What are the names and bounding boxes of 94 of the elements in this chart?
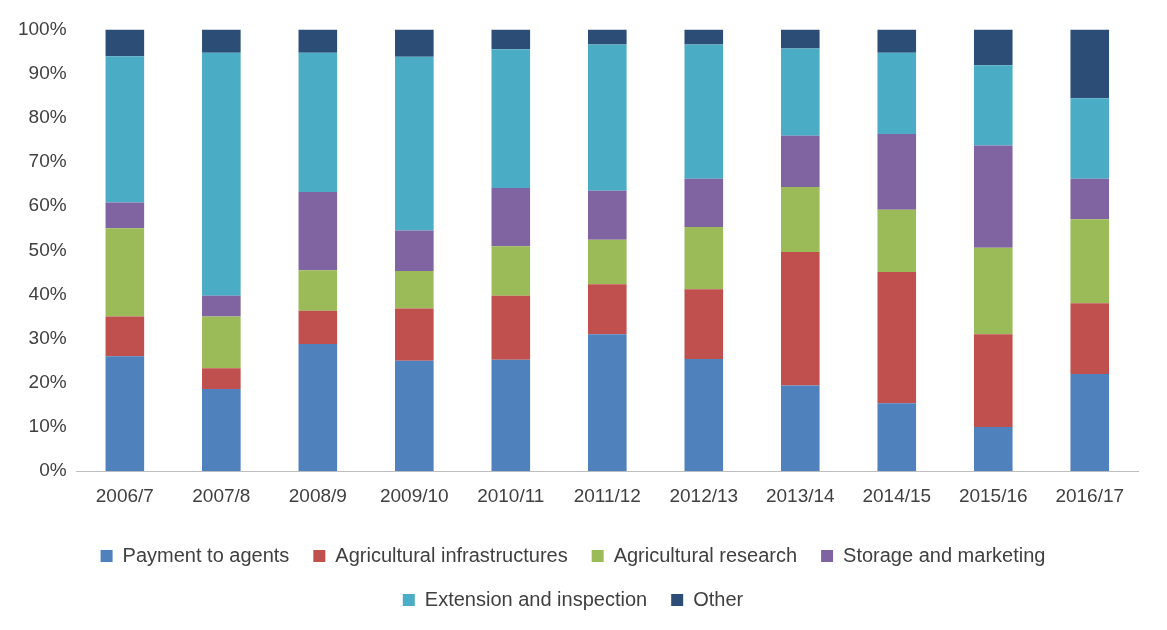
x-tick-label: 2014/15 xyxy=(862,484,932,506)
bar xyxy=(298,191,338,271)
bar xyxy=(298,29,338,53)
bar xyxy=(298,52,338,192)
bar xyxy=(202,389,241,472)
bar xyxy=(105,356,145,472)
bar xyxy=(973,29,1013,66)
x-tick-label: 2015/16 xyxy=(958,484,1028,506)
bar xyxy=(684,178,724,227)
bar xyxy=(973,334,1013,428)
x-tick-label: 2007/8 xyxy=(192,484,251,506)
bar xyxy=(780,252,820,386)
bar xyxy=(298,310,338,344)
bar xyxy=(588,190,627,240)
bar xyxy=(105,228,145,317)
y-tick-label: 70% xyxy=(28,150,67,172)
bar xyxy=(105,316,145,357)
bar xyxy=(877,52,917,135)
legend-label: Payment to agents xyxy=(122,543,290,566)
bar xyxy=(973,247,1013,335)
legend-label: Agricultural infrastructures xyxy=(335,543,568,566)
y-tick-label: 30% xyxy=(28,326,67,348)
bar xyxy=(684,358,724,472)
bar xyxy=(780,135,820,188)
y-tick-label: 0% xyxy=(39,459,67,481)
bar xyxy=(588,29,627,45)
bar xyxy=(973,65,1013,146)
bar xyxy=(1070,374,1110,472)
bar xyxy=(202,316,241,369)
bar xyxy=(491,188,531,247)
x-tick-label: 2008/9 xyxy=(288,484,347,506)
bar xyxy=(395,56,434,231)
bar xyxy=(1070,303,1110,374)
bar xyxy=(1070,178,1110,220)
bar xyxy=(684,44,724,179)
bar xyxy=(877,403,917,472)
bar xyxy=(395,360,434,472)
bar xyxy=(105,29,145,57)
legend-label: Other xyxy=(693,587,744,610)
y-tick-label: 10% xyxy=(28,415,67,437)
bar xyxy=(202,52,241,296)
bar xyxy=(202,295,241,317)
legend-label: Extension and inspection xyxy=(424,587,648,610)
y-tick-label: 40% xyxy=(28,282,67,304)
bar xyxy=(588,284,627,335)
x-tick-label: 2011/12 xyxy=(573,484,641,506)
bar xyxy=(588,334,627,472)
y-tick-label: 60% xyxy=(28,194,67,216)
bar xyxy=(491,29,531,50)
y-tick-label: 90% xyxy=(28,61,67,83)
bar xyxy=(298,343,338,472)
legend-label: Storage and marketing xyxy=(843,543,1046,566)
bar xyxy=(973,145,1013,248)
bar xyxy=(684,226,724,290)
bar xyxy=(877,209,917,272)
bar xyxy=(780,48,820,136)
bar xyxy=(395,29,434,57)
bar xyxy=(684,29,724,45)
bar xyxy=(877,29,917,53)
x-tick-label: 2006/7 xyxy=(95,484,154,506)
bar xyxy=(1070,98,1110,179)
bar xyxy=(588,44,627,191)
bar xyxy=(491,246,531,296)
bar xyxy=(973,427,1013,472)
bar xyxy=(202,29,241,53)
x-tick-label: 2009/10 xyxy=(379,484,449,506)
bar xyxy=(491,359,531,472)
x-tick-label: 2010/11 xyxy=(477,484,545,506)
bar xyxy=(780,385,820,472)
bar xyxy=(491,49,531,189)
y-tick-label: 80% xyxy=(28,105,67,127)
bar xyxy=(877,271,917,404)
bar xyxy=(298,270,338,311)
y-tick-label: 100% xyxy=(17,17,67,39)
y-tick-label: 20% xyxy=(28,371,67,393)
legend-label: Agricultural research xyxy=(613,543,798,566)
bar xyxy=(395,271,434,309)
bar xyxy=(780,187,820,253)
bar xyxy=(684,289,724,359)
bar xyxy=(491,295,531,360)
bar xyxy=(395,230,434,272)
bar xyxy=(202,368,241,390)
x-tick-label: 2013/14 xyxy=(765,484,836,506)
bar xyxy=(780,29,820,49)
bar xyxy=(588,239,627,285)
bar xyxy=(1070,219,1110,304)
y-tick-label: 50% xyxy=(28,238,67,260)
bar xyxy=(1070,29,1110,99)
x-tick-label: 2016/17 xyxy=(1055,484,1125,506)
bar xyxy=(105,56,145,203)
x-tick-label: 2012/13 xyxy=(669,484,739,506)
bar xyxy=(395,308,434,361)
bar xyxy=(105,202,145,229)
bar xyxy=(877,134,917,210)
